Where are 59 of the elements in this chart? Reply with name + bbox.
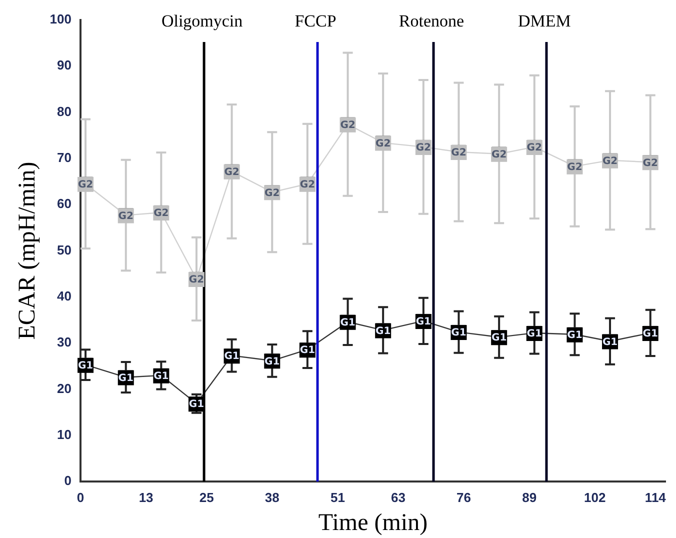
y-tick-label: 0: [64, 473, 72, 488]
x-axis-title: Time (min): [318, 510, 428, 536]
ref-line-label: Oligomycin: [161, 11, 244, 30]
y-tick-label: 50: [57, 242, 72, 258]
text: G2: [188, 274, 204, 286]
text: G1: [567, 330, 582, 341]
text: G2: [154, 208, 169, 220]
x-tick-label: 13: [138, 490, 154, 505]
x-tick-label: 89: [522, 490, 537, 505]
text: G1: [300, 345, 316, 356]
x-tick-label: 102: [584, 490, 606, 505]
x-tick-label: 114: [644, 490, 667, 505]
text: G1: [602, 336, 618, 348]
text: G1: [78, 360, 94, 372]
y-tick-label: 80: [57, 104, 72, 119]
text: G2: [118, 210, 134, 222]
y-tick-label: 30: [57, 334, 72, 350]
x-tick-label: 51: [330, 490, 345, 505]
text: G2: [300, 179, 316, 190]
text: G2: [340, 120, 356, 131]
text: G2: [602, 156, 618, 167]
x-tick-label: 63: [390, 490, 406, 505]
text: G1: [526, 328, 542, 340]
text: G1: [188, 399, 204, 410]
text: G1: [118, 372, 134, 384]
y-axis-title: ECAR (mpH/min): [14, 162, 41, 340]
y-tick-label: 70: [57, 150, 72, 166]
y-tick-label: 100: [50, 12, 72, 27]
text: G2: [375, 138, 391, 150]
ref-line-label: Rotenone: [398, 11, 464, 30]
text: G2: [567, 162, 582, 173]
text: G2: [224, 167, 240, 178]
y-tick-label: 10: [57, 427, 72, 442]
y-tick-label: 60: [57, 196, 72, 212]
text: G2: [526, 142, 542, 154]
x-tick-label: 25: [199, 490, 214, 505]
y-tick-label: 40: [57, 288, 72, 304]
ref-line-label: DMEM: [518, 11, 571, 30]
x-tick-label: 76: [456, 490, 472, 505]
x-tick-label: 0: [76, 490, 84, 505]
text: G1: [375, 326, 391, 337]
text: G2: [642, 158, 658, 169]
text: G2: [491, 149, 507, 160]
text: G2: [264, 188, 280, 199]
text: G1: [491, 332, 507, 344]
text: G1: [642, 328, 658, 340]
text: G2: [78, 179, 94, 190]
y-tick-label: 20: [57, 380, 72, 396]
series-label: G1: [224, 351, 240, 362]
text: G1: [340, 317, 356, 328]
text: G1: [451, 328, 466, 339]
text: G1: [264, 356, 280, 368]
series-label: G2: [416, 142, 432, 154]
ref-line-label: FCCP: [294, 11, 336, 30]
x-tick-label: 38: [264, 490, 280, 505]
text: G1: [154, 371, 169, 382]
text: G1: [416, 316, 432, 328]
text: G2: [451, 148, 466, 159]
y-tick-label: 90: [57, 58, 72, 73]
